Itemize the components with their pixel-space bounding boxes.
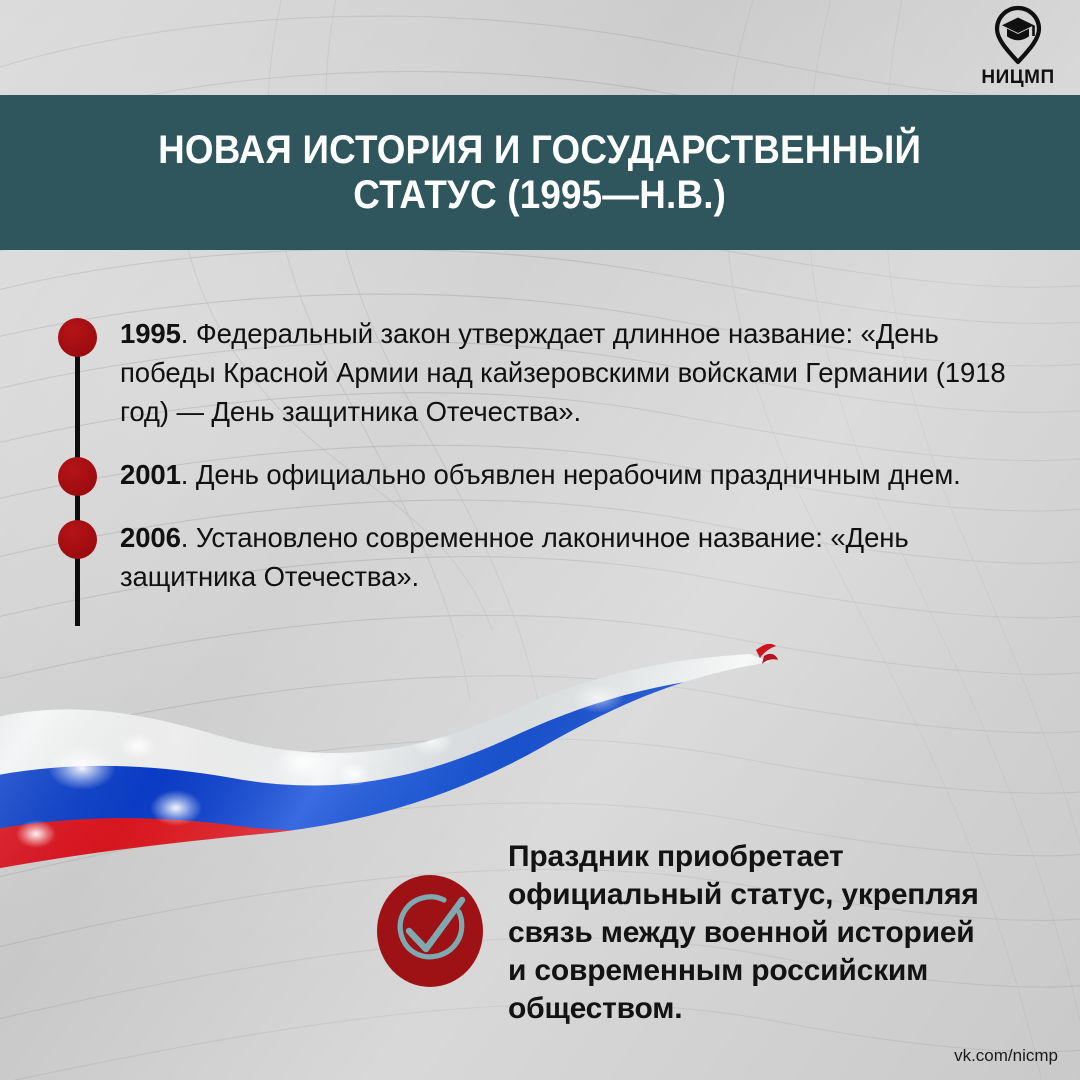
timeline-item-year: 2001 bbox=[120, 459, 181, 490]
brand-logo: НИЦМП bbox=[970, 4, 1066, 89]
conclusion-statement: Праздник приобретает официальный статус,… bbox=[508, 840, 979, 1025]
timeline-item: 2006. Установлено современное лаконичное… bbox=[52, 516, 1012, 596]
timeline-item-body: 1995. Федеральный закон утверждает длинн… bbox=[120, 312, 1012, 431]
timeline-item: 1995. Федеральный закон утверждает длинн… bbox=[52, 312, 1012, 431]
brand-logo-text: НИЦМП bbox=[981, 67, 1055, 88]
timeline-dot-column bbox=[52, 312, 120, 431]
timeline-item-text: . Установлено современное лаконичное наз… bbox=[120, 522, 909, 592]
page-title: НОВАЯ ИСТОРИЯ И ГОСУДАРСТВЕННЫЙ СТАТУС (… bbox=[158, 127, 922, 217]
timeline: 1995. Федеральный закон утверждает длинн… bbox=[52, 312, 1012, 626]
timeline-item-body: 2001. День официально объявлен нерабочим… bbox=[120, 453, 1012, 494]
timeline-item: 2001. День официально объявлен нерабочим… bbox=[52, 453, 1012, 496]
timeline-dot-icon bbox=[58, 520, 97, 559]
timeline-item-year: 1995 bbox=[120, 318, 181, 349]
timeline-dot-icon bbox=[58, 318, 97, 357]
timeline-dot-icon bbox=[58, 457, 97, 496]
timeline-item-text: . Федеральный закон утверждает длинное н… bbox=[120, 318, 1006, 427]
check-circle-icon bbox=[377, 875, 483, 987]
timeline-item-text: . День официально объявлен нерабочим пра… bbox=[180, 459, 961, 490]
timeline-item-body: 2006. Установлено современное лаконичное… bbox=[120, 516, 1012, 596]
timeline-item-year: 2006 bbox=[120, 522, 181, 553]
timeline-dot-column bbox=[52, 453, 120, 496]
watermark-link[interactable]: vk.com/nicmp bbox=[954, 1046, 1058, 1065]
header-band: НОВАЯ ИСТОРИЯ И ГОСУДАРСТВЕННЫЙ СТАТУС (… bbox=[0, 95, 1080, 250]
graduation-cap-map-pin-icon bbox=[994, 5, 1042, 65]
timeline-dot-column bbox=[52, 516, 120, 596]
